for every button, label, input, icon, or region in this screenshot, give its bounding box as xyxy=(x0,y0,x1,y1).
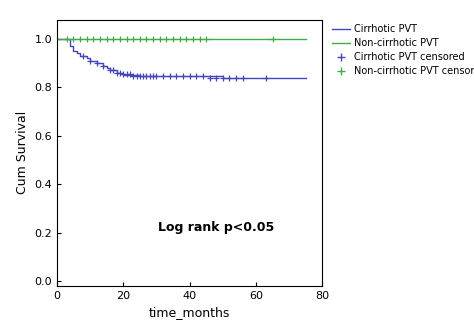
Text: Log rank p<0.05: Log rank p<0.05 xyxy=(158,221,274,234)
Legend: Cirrhotic PVT, Non-cirrhotic PVT, Cirrhotic PVT censored, Non-cirrhotic PVT cens: Cirrhotic PVT, Non-cirrhotic PVT, Cirrho… xyxy=(332,24,474,76)
Y-axis label: Cum Survival: Cum Survival xyxy=(16,111,29,194)
X-axis label: time_months: time_months xyxy=(149,306,230,319)
